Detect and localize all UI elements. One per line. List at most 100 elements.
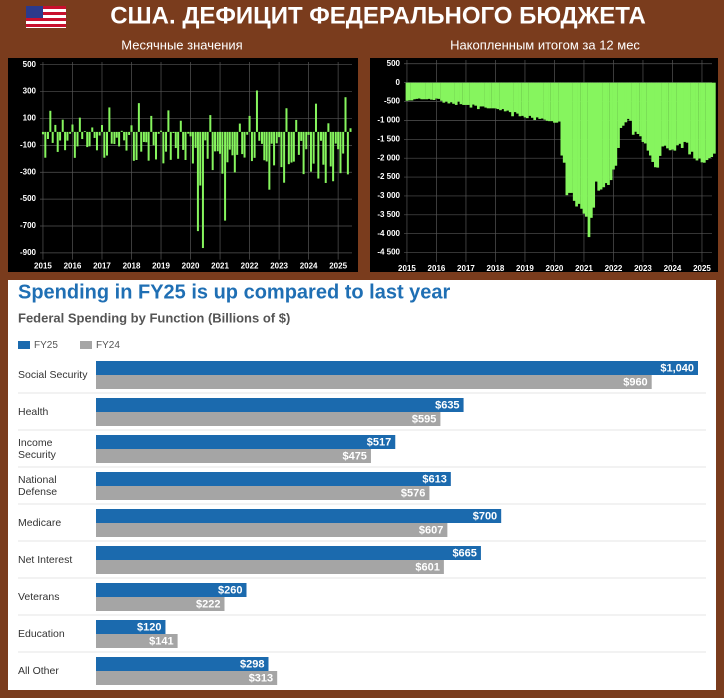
bar	[658, 82, 662, 156]
bar	[619, 82, 623, 128]
bar	[577, 82, 581, 204]
bar	[713, 82, 716, 154]
bar	[88, 131, 91, 147]
bar	[636, 82, 640, 135]
bar	[454, 82, 458, 105]
bar	[106, 131, 109, 156]
bar	[516, 82, 519, 114]
value-label: $576	[401, 487, 425, 499]
value-label: $665	[452, 547, 476, 559]
bar	[346, 131, 349, 175]
bar	[300, 131, 303, 141]
bar	[246, 131, 249, 135]
bar	[486, 82, 490, 109]
bar	[226, 131, 229, 163]
bar	[292, 131, 295, 162]
bar	[191, 131, 194, 164]
bar	[108, 107, 111, 132]
bar	[86, 131, 89, 148]
bar	[211, 131, 214, 171]
bar	[437, 82, 441, 99]
bar	[278, 131, 281, 138]
bar	[673, 82, 677, 151]
bar	[184, 131, 187, 160]
bar	[337, 131, 340, 150]
bar	[609, 82, 613, 181]
bar	[283, 131, 286, 183]
value-label: $700	[473, 510, 497, 522]
bar	[302, 131, 305, 175]
bar	[69, 131, 72, 134]
bar	[56, 131, 59, 152]
category-label: All Other	[18, 665, 59, 677]
bar	[157, 131, 160, 134]
bar	[110, 131, 113, 144]
bar	[651, 82, 655, 162]
y-tick-label: -500	[20, 194, 37, 203]
x-tick-label: 2023	[270, 262, 288, 271]
bar	[238, 123, 241, 132]
bar	[96, 361, 698, 375]
bar	[558, 82, 561, 122]
category-label: Social Security	[18, 369, 88, 381]
x-tick-label: 2018	[123, 262, 141, 271]
bar	[147, 131, 150, 161]
x-tick-label: 2019	[152, 262, 170, 271]
y-tick-label: -500	[384, 97, 401, 106]
bar	[683, 82, 687, 142]
bar	[250, 131, 253, 162]
bar	[530, 82, 534, 118]
bar	[464, 82, 468, 105]
category-label: Income Security	[18, 437, 56, 461]
bar	[130, 125, 133, 132]
bar	[700, 82, 704, 163]
bar	[702, 82, 706, 163]
bar	[243, 131, 246, 158]
value-label: $635	[435, 399, 459, 411]
x-tick-label: 2017	[93, 262, 111, 271]
bar	[93, 131, 96, 138]
bar	[100, 125, 103, 132]
category-label: Medicare	[18, 517, 62, 529]
bar	[440, 82, 443, 101]
bar	[469, 82, 473, 108]
category-label: Veterans	[18, 591, 60, 603]
bar	[162, 131, 165, 164]
y-tick-label: -4 000	[377, 229, 400, 238]
bar	[417, 82, 421, 99]
value-label: $1,040	[660, 362, 694, 374]
bar	[535, 82, 539, 118]
bar	[199, 131, 202, 186]
bar	[334, 131, 337, 144]
bar	[425, 82, 429, 100]
bar	[543, 82, 547, 120]
bar	[142, 131, 145, 142]
bar	[680, 82, 684, 148]
bar	[96, 435, 396, 449]
bar	[96, 398, 464, 412]
bar	[506, 82, 510, 111]
bar	[233, 131, 236, 173]
bar	[442, 82, 446, 103]
bar	[54, 124, 57, 132]
bar	[96, 486, 430, 500]
bar	[481, 82, 485, 107]
y-tick-label: 0	[396, 78, 401, 87]
bar	[73, 131, 76, 158]
bar	[81, 131, 84, 140]
value-label: $517	[367, 436, 391, 448]
bar	[194, 131, 197, 148]
bar	[187, 131, 190, 134]
bar	[260, 131, 263, 144]
bar	[599, 82, 603, 190]
x-tick-label: 2021	[575, 264, 593, 273]
bar	[268, 131, 271, 190]
bar	[41, 131, 44, 135]
bar	[562, 82, 566, 163]
value-label: $595	[412, 413, 436, 425]
bar	[513, 82, 517, 113]
bar	[152, 131, 155, 146]
y-tick-label: -3 000	[377, 191, 400, 200]
bar	[120, 130, 123, 132]
page-title: США. ДЕФИЦИТ ФЕДЕРАЛЬНОГО БЮДЖЕТА	[110, 2, 646, 29]
